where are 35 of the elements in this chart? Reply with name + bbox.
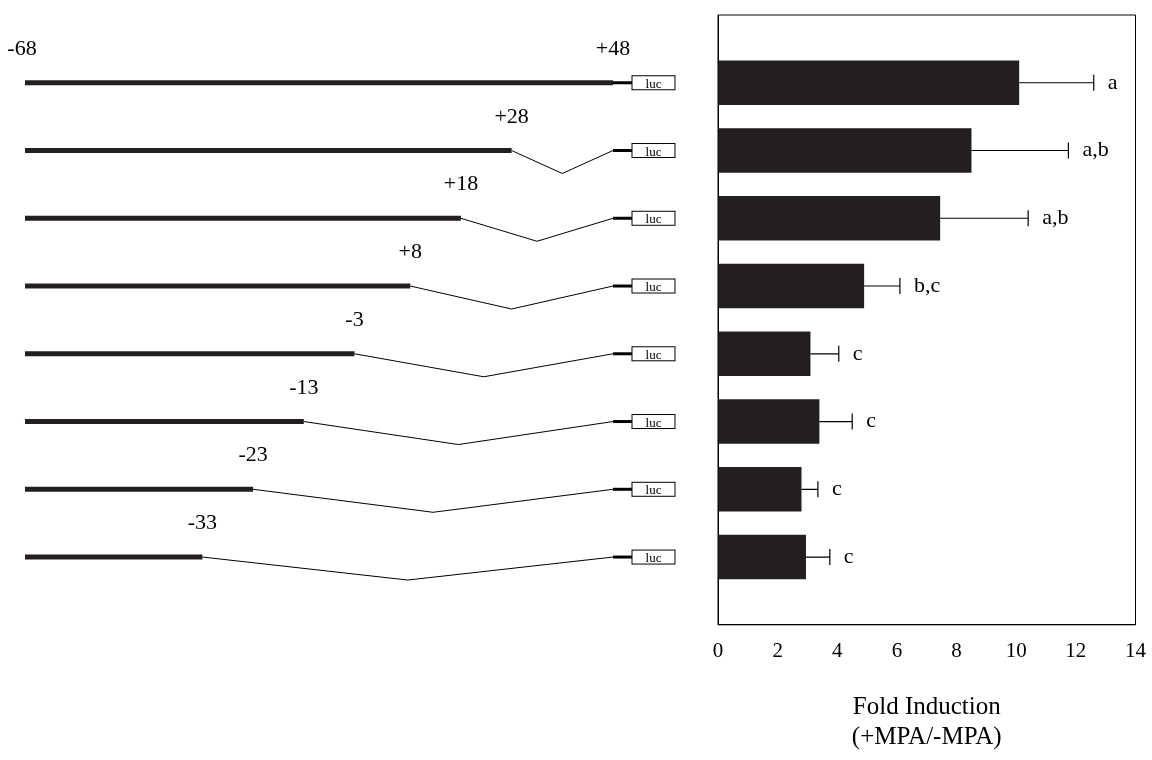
text: luc: [645, 143, 662, 159]
text: Fold Induction: [852, 691, 1001, 719]
x-tick-label: 8: [951, 637, 962, 662]
text: -68: [7, 34, 37, 60]
text: -13: [289, 373, 319, 399]
annotation: c: [843, 542, 854, 568]
x-tick-label: 0: [712, 637, 724, 662]
x-tick-label: 2: [772, 637, 783, 662]
x-tick-label: 10: [1005, 637, 1027, 662]
text: luc: [645, 75, 662, 91]
text: luc: [645, 279, 662, 295]
text: luc: [645, 211, 662, 227]
text: +18: [443, 170, 479, 196]
annotation: c: [852, 339, 863, 365]
text: +8: [398, 238, 422, 264]
annotation: c: [831, 475, 842, 501]
x-tick-label: 12: [1065, 637, 1087, 662]
text: luc: [645, 482, 662, 498]
text: -33: [187, 509, 218, 535]
x-tick-label: 4: [832, 637, 844, 662]
text: +28: [494, 102, 529, 128]
text: luc: [645, 346, 662, 362]
text: luc: [645, 414, 662, 430]
text: (+MPA/-MPA): [851, 721, 1002, 749]
text: luc: [645, 550, 662, 566]
text: -23: [238, 441, 268, 467]
annotation: a,b: [1082, 136, 1109, 162]
annotation: a,b: [1042, 204, 1069, 230]
annotation: a: [1107, 68, 1118, 94]
annotation: c: [866, 407, 877, 433]
x-tick-label: 14: [1125, 637, 1147, 662]
text: -3: [345, 305, 364, 331]
text: +48: [595, 34, 631, 60]
x-tick-label: 6: [891, 637, 903, 662]
annotation: b,c: [913, 271, 941, 297]
